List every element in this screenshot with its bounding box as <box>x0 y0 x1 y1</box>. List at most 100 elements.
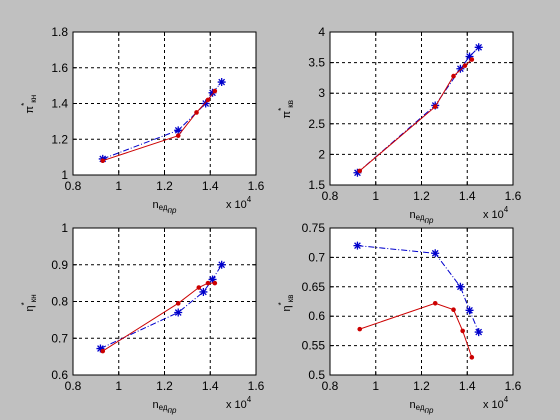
y-tick-label: 0.7 <box>51 331 68 345</box>
y-tick-label: 2.5 <box>308 117 325 131</box>
x-multiplier-exp: 4 <box>504 395 509 404</box>
axes-frame <box>329 227 514 376</box>
data-point-star <box>353 168 362 177</box>
x-tick-label: 1.4 <box>459 379 476 393</box>
data-point-star <box>208 275 217 284</box>
y-tick-label: 1.8 <box>51 25 68 39</box>
y-tick-label: 0.6 <box>308 309 325 323</box>
data-point-dot <box>175 133 181 138</box>
y-label-main: η <box>24 305 36 311</box>
data-point-star <box>353 241 362 250</box>
x-label-sub1: ед <box>416 213 425 222</box>
y-tick-label: 0.7 <box>308 250 325 264</box>
x-multiplier-exp: 4 <box>247 395 252 404</box>
data-point-star <box>96 344 105 353</box>
data-point-dot <box>205 97 211 103</box>
y-axis-label: π*кн <box>20 95 38 114</box>
y-tick-label: 1 <box>61 221 68 235</box>
x-label-main: n <box>153 199 159 211</box>
data-point-dot <box>451 73 456 79</box>
data-point-star <box>456 64 465 73</box>
x-label-sub2: пр <box>168 406 177 415</box>
data-point-dot <box>432 300 438 306</box>
y-tick-label: 0.65 <box>302 280 326 294</box>
data-point-dot <box>194 110 199 115</box>
y-tick-label: 1 <box>61 168 68 182</box>
data-point-star <box>174 126 183 135</box>
x-label-sub2: пр <box>168 206 177 215</box>
data-point-dot <box>175 301 181 306</box>
y-label-sup: * <box>277 302 286 305</box>
data-point-dot <box>469 355 475 360</box>
data-point-star <box>456 282 465 291</box>
axes-frame <box>329 31 514 186</box>
y-label-sub: кв <box>286 295 295 303</box>
data-point-dot <box>100 158 106 163</box>
y-axis-label: π*кв <box>277 100 295 118</box>
data-point-star <box>474 328 483 337</box>
y-tick-label: 0.55 <box>302 339 326 353</box>
x-axis-label: nедпр <box>153 399 177 415</box>
y-label-sub: кн <box>29 294 38 302</box>
axes-frame <box>72 227 257 376</box>
y-tick-label: 0.9 <box>51 258 68 272</box>
x-label-main: n <box>410 399 416 411</box>
data-point-star <box>431 249 440 258</box>
x-tick-label: 1.2 <box>156 179 173 193</box>
x-tick-label: 1 <box>115 379 122 393</box>
y-label-main: η <box>281 305 293 311</box>
y-tick-label: 1.5 <box>308 178 325 192</box>
x-tick-label: 0.8 <box>322 379 339 393</box>
x-multiplier-base: x 10 <box>483 209 504 221</box>
x-tick-label: 1.4 <box>202 379 219 393</box>
y-tick-label: 1.4 <box>51 97 68 111</box>
y-tick-label: 3.5 <box>308 56 325 70</box>
x-tick-label: 1.6 <box>505 379 522 393</box>
y-tick-label: 0.8 <box>51 295 68 309</box>
x-tick-label: 0.8 <box>65 179 82 193</box>
data-point-dot <box>432 104 438 109</box>
x-multiplier: x 104 <box>226 395 252 411</box>
data-point-dot <box>451 307 456 313</box>
x-multiplier-exp: 4 <box>504 205 509 214</box>
y-label-main: π <box>281 111 293 119</box>
x-tick-label: 1.6 <box>248 179 265 193</box>
data-point-dot <box>212 280 218 286</box>
data-point-star <box>174 308 183 317</box>
data-point-dot <box>460 328 465 334</box>
data-point-star <box>217 78 226 87</box>
y-tick-label: 1.2 <box>51 132 68 146</box>
x-label-sub1: ед <box>159 403 168 412</box>
data-point-star <box>465 52 474 61</box>
x-label-sub2: пр <box>425 406 434 415</box>
x-multiplier: x 104 <box>483 395 509 411</box>
x-label-sub2: пр <box>425 216 434 225</box>
x-label-main: n <box>153 399 159 411</box>
y-tick-label: 2 <box>318 147 325 161</box>
subplot-3: 0.8 1 1.2 1.4 1.6 0.6 0.7 0.8 0.9 1 nедпр x 104 η*кн <box>20 221 265 415</box>
x-tick-label: 1.2 <box>413 189 430 203</box>
x-multiplier-base: x 10 <box>226 399 247 411</box>
data-point-star <box>474 43 483 52</box>
data-point-star <box>217 260 226 269</box>
x-tick-label: 1.6 <box>248 379 265 393</box>
y-label-sub: кв <box>286 100 295 108</box>
x-label-main: n <box>410 209 416 221</box>
x-multiplier: x 104 <box>226 195 252 211</box>
data-point-star <box>199 287 208 296</box>
x-tick-label: 1.2 <box>156 379 173 393</box>
x-axis-label: nедпр <box>153 199 177 215</box>
plot-area <box>330 32 513 185</box>
x-tick-label: 1.4 <box>459 189 476 203</box>
x-label-sub1: ед <box>159 203 168 212</box>
data-point-dot <box>469 57 475 62</box>
subplot-4: 0.8 1 1.2 1.4 1.6 0.5 0.55 0.6 0.65 0.7 0.75 nедпр x… <box>277 221 522 415</box>
y-axis-label: η*кв <box>277 295 295 312</box>
data-point-dot <box>100 348 106 354</box>
y-tick-label: 0.75 <box>302 221 326 235</box>
data-point-dot <box>212 88 218 94</box>
y-tick-label: 0.5 <box>308 368 325 382</box>
x-tick-label: 1.6 <box>505 189 522 203</box>
